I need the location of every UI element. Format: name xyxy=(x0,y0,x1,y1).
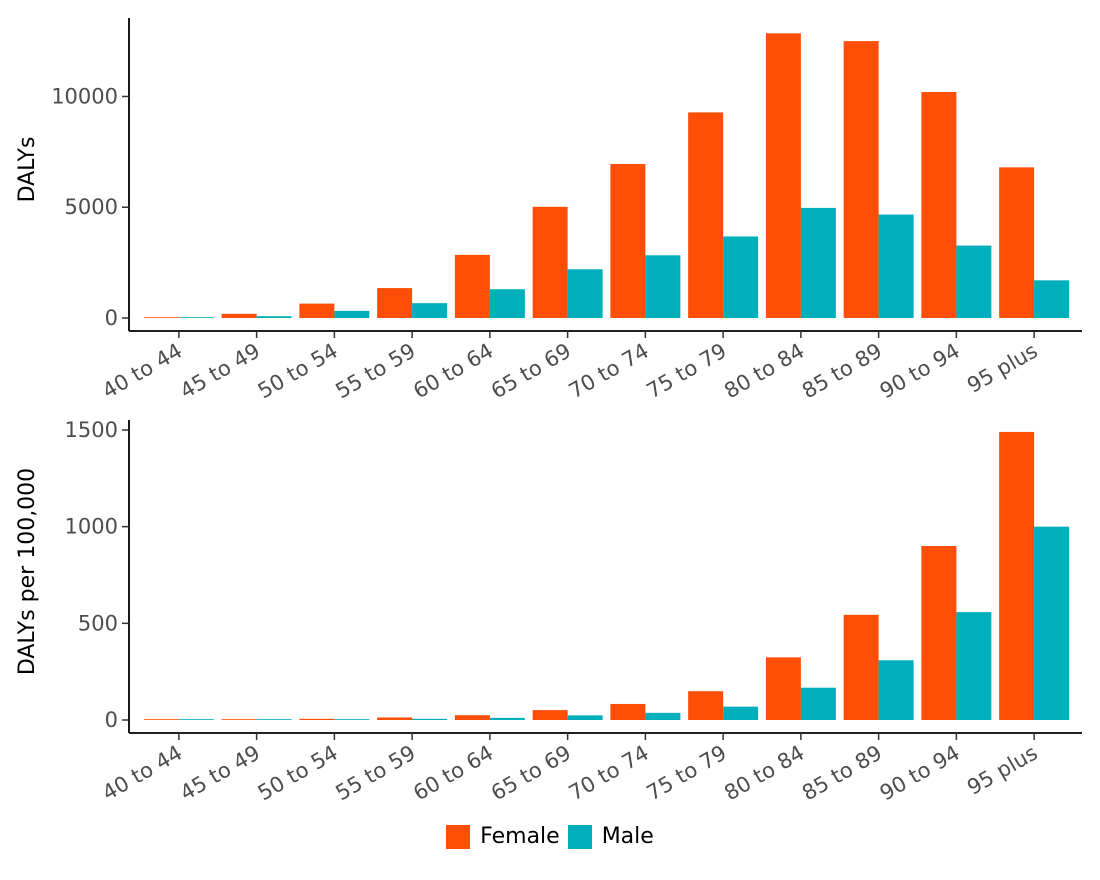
bar-2-female-85-to-89 xyxy=(843,614,879,720)
bar-2-female-80-to-84 xyxy=(765,657,801,720)
bar-1-male-75-to-79 xyxy=(723,236,759,318)
bar-1-female-70-to-74 xyxy=(610,164,646,318)
x-tick-label-2: 95 plus xyxy=(963,741,1042,800)
bar-2-male-80-to-84 xyxy=(800,687,836,720)
bar-1-male-45-to-49 xyxy=(256,316,292,318)
legend-item-male: Male xyxy=(567,824,654,849)
y-axis-title-2: DALYs per 100,000 xyxy=(15,468,40,675)
bar-2-male-45-to-49 xyxy=(256,719,292,720)
bar-1-male-70-to-74 xyxy=(645,255,681,318)
bar-2-male-85-to-89 xyxy=(878,660,914,720)
bar-1-male-50-to-54 xyxy=(334,310,370,318)
bar-2-male-75-to-79 xyxy=(723,706,759,720)
bar-1-female-40-to-44 xyxy=(143,317,179,318)
bar-1-female-45-to-49 xyxy=(221,313,257,318)
bar-1-male-95-plus xyxy=(1034,280,1070,318)
bar-2-male-40-to-44 xyxy=(178,719,214,720)
bar-2-female-90-to-94 xyxy=(921,546,957,720)
y-tick-label-1: 10000 xyxy=(51,84,118,108)
bar-2-male-70-to-74 xyxy=(645,712,681,720)
bar-1-female-65-to-69 xyxy=(532,206,568,318)
legend-label-female: Female xyxy=(480,824,560,849)
bar-2-female-75-to-79 xyxy=(688,691,724,720)
x-tick-label-1: 90 to 94 xyxy=(876,339,964,404)
bar-2-male-95-plus xyxy=(1034,526,1070,720)
bar-1-female-80-to-84 xyxy=(765,33,801,318)
bar-2-male-50-to-54 xyxy=(334,719,370,720)
legend-item-female: Female xyxy=(446,824,560,849)
x-tick-label-2: 70 to 74 xyxy=(565,741,653,806)
x-tick-label-2: 60 to 64 xyxy=(409,741,497,806)
x-tick-label-1: 85 to 89 xyxy=(798,339,886,404)
legend-swatch-male xyxy=(567,824,592,849)
bar-2-female-45-to-49 xyxy=(221,719,257,720)
bar-1-male-55-to-59 xyxy=(412,303,448,318)
y-tick-label-1: 5000 xyxy=(65,195,118,219)
bar-1-female-85-to-89 xyxy=(843,41,879,318)
bar-2-female-65-to-69 xyxy=(532,710,568,720)
bar-2-female-50-to-54 xyxy=(299,718,335,720)
x-tick-label-1: 45 to 49 xyxy=(176,339,264,404)
bar-2-male-60-to-64 xyxy=(489,717,525,720)
x-tick-label-2: 40 to 44 xyxy=(98,741,186,806)
y-tick-label-1: 0 xyxy=(105,306,118,330)
x-tick-label-1: 70 to 74 xyxy=(565,339,653,404)
bar-1-female-75-to-79 xyxy=(688,112,724,318)
x-tick-label-1: 80 to 84 xyxy=(720,339,808,404)
bar-2-male-55-to-59 xyxy=(412,718,448,720)
bar-2-female-60-to-64 xyxy=(454,715,490,720)
bar-1-female-60-to-64 xyxy=(454,254,490,318)
x-tick-label-1: 60 to 64 xyxy=(409,339,497,404)
y-tick-label-2: 0 xyxy=(105,708,118,732)
x-tick-label-1: 50 to 54 xyxy=(254,339,342,404)
bar-1-male-40-to-44 xyxy=(178,317,214,318)
x-tick-label-1: 65 to 69 xyxy=(487,339,575,404)
bar-1-female-50-to-54 xyxy=(299,303,335,318)
bar-1-female-90-to-94 xyxy=(921,92,957,318)
bar-1-female-55-to-59 xyxy=(377,288,413,318)
legend: Female Male xyxy=(0,824,1100,849)
y-tick-label-2: 1000 xyxy=(65,515,118,539)
bar-2-female-40-to-44 xyxy=(143,719,179,720)
x-tick-label-2: 45 to 49 xyxy=(176,741,264,806)
y-axis-title-1: DALYs xyxy=(15,137,40,203)
x-tick-label-2: 75 to 79 xyxy=(643,741,731,806)
x-tick-label-1: 40 to 44 xyxy=(98,339,186,404)
bar-1-male-90-to-94 xyxy=(956,245,992,318)
y-tick-label-2: 500 xyxy=(78,611,118,635)
bar-2-female-70-to-74 xyxy=(610,703,646,720)
bar-1-male-60-to-64 xyxy=(489,289,525,318)
legend-swatch-female xyxy=(446,824,471,849)
x-tick-label-1: 95 plus xyxy=(963,339,1042,398)
y-tick-label-2: 1500 xyxy=(65,418,118,442)
bar-2-male-90-to-94 xyxy=(956,612,992,720)
bar-2-male-65-to-69 xyxy=(567,715,603,720)
bar-1-female-95-plus xyxy=(999,167,1035,318)
x-tick-label-2: 90 to 94 xyxy=(876,741,964,806)
bar-1-male-80-to-84 xyxy=(800,207,836,318)
x-tick-label-1: 55 to 59 xyxy=(332,339,420,404)
x-tick-label-2: 65 to 69 xyxy=(487,741,575,806)
x-tick-label-2: 85 to 89 xyxy=(798,741,886,806)
legend-label-male: Male xyxy=(601,824,654,849)
x-tick-label-2: 80 to 84 xyxy=(720,741,808,806)
bar-2-female-95-plus xyxy=(999,431,1035,720)
x-tick-label-1: 75 to 79 xyxy=(643,339,731,404)
x-tick-label-2: 50 to 54 xyxy=(254,741,342,806)
bar-2-female-55-to-59 xyxy=(377,717,413,720)
x-tick-label-2: 55 to 59 xyxy=(332,741,420,806)
bar-1-male-65-to-69 xyxy=(567,269,603,318)
bar-1-male-85-to-89 xyxy=(878,214,914,318)
